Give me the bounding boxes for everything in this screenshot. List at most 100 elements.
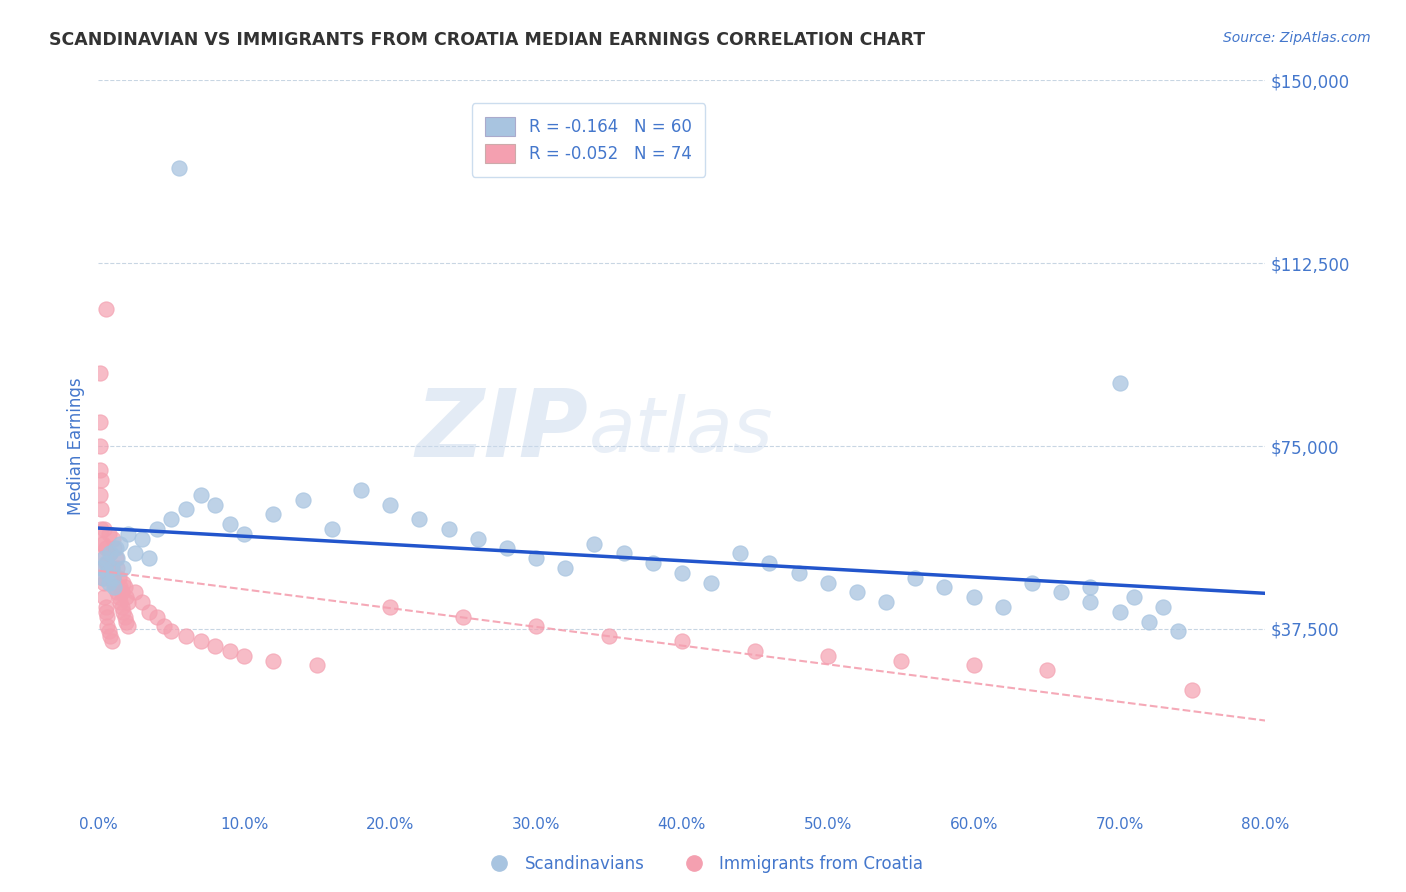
Point (91, 561, 114, 575)
Point (111, 599, 134, 614)
Point (138, 551, 160, 566)
Point (96, 556, 118, 570)
Text: SCANDINAVIAN VS IMMIGRANTS FROM CROATIA MEDIAN EARNINGS CORRELATION CHART: SCANDINAVIAN VS IMMIGRANTS FROM CROATIA … (49, 31, 925, 49)
Point (744, 644, 766, 658)
Point (904, 571, 927, 585)
Point (94, 302, 117, 317)
Point (612, 546, 634, 560)
Point (262, 508, 284, 522)
Legend: R = -0.164   N = 60, R = -0.052   N = 74: R = -0.164 N = 60, R = -0.052 N = 74 (472, 103, 704, 177)
Point (1021, 575, 1043, 590)
Text: ZIP: ZIP (416, 385, 589, 477)
Point (105, 551, 128, 566)
Legend: Scandinavians, Immigrants from Croatia: Scandinavians, Immigrants from Croatia (477, 848, 929, 880)
Point (96, 619, 118, 633)
Point (146, 522, 169, 536)
Point (104, 581, 127, 595)
Point (100, 634, 122, 648)
Point (218, 644, 240, 658)
Point (583, 536, 606, 550)
Y-axis label: Median Earnings: Median Earnings (66, 377, 84, 515)
Point (96, 609, 118, 624)
Point (524, 619, 547, 633)
Point (1080, 581, 1102, 595)
Text: atlas: atlas (589, 394, 773, 468)
Point (117, 595, 139, 609)
Point (115, 590, 138, 604)
Point (160, 624, 183, 639)
Point (190, 488, 212, 502)
Point (100, 561, 122, 575)
Point (131, 595, 153, 609)
Point (262, 654, 284, 668)
Point (94, 599, 117, 614)
Point (1050, 585, 1073, 599)
Point (104, 541, 127, 556)
Point (730, 546, 752, 560)
Point (1137, 615, 1160, 629)
Point (408, 512, 430, 526)
Point (890, 654, 912, 668)
Point (117, 619, 139, 633)
Point (91, 571, 114, 585)
Point (131, 532, 153, 546)
Point (91, 536, 114, 550)
Point (146, 609, 169, 624)
Point (934, 581, 956, 595)
Point (97, 526, 120, 541)
Point (233, 648, 256, 663)
Point (671, 634, 693, 648)
Point (104, 551, 127, 566)
Point (93, 575, 115, 590)
Point (97, 575, 120, 590)
Point (846, 585, 869, 599)
Point (1181, 682, 1204, 697)
Point (1035, 663, 1057, 677)
Text: Source: ZipAtlas.com: Source: ZipAtlas.com (1223, 31, 1371, 45)
Point (167, 161, 190, 175)
Point (90, 536, 112, 550)
Point (124, 546, 146, 560)
Point (524, 551, 547, 566)
Point (962, 658, 984, 673)
Point (817, 648, 839, 663)
Point (110, 595, 132, 609)
Point (991, 599, 1014, 614)
Point (114, 609, 136, 624)
Point (218, 516, 240, 531)
Point (671, 566, 693, 580)
Point (380, 599, 402, 614)
Point (90, 473, 112, 487)
Point (115, 615, 138, 629)
Point (204, 498, 226, 512)
Point (598, 629, 620, 643)
Point (89, 439, 111, 453)
Point (138, 605, 160, 619)
Point (97, 624, 120, 639)
Point (89, 415, 111, 429)
Point (101, 532, 124, 546)
Point (1080, 595, 1102, 609)
Point (1108, 605, 1130, 619)
Point (89, 463, 111, 477)
Point (641, 556, 664, 570)
Point (496, 541, 519, 556)
Point (90, 502, 112, 516)
Point (467, 532, 489, 546)
Point (90, 522, 112, 536)
Point (94, 541, 117, 556)
Point (108, 571, 131, 585)
Point (103, 541, 125, 556)
Point (91, 551, 114, 566)
Point (101, 571, 124, 585)
Point (103, 575, 125, 590)
Point (875, 595, 897, 609)
Point (124, 585, 146, 599)
Point (817, 575, 839, 590)
Point (204, 639, 226, 653)
Point (380, 498, 402, 512)
Point (112, 561, 135, 575)
Point (89, 488, 111, 502)
Point (962, 590, 984, 604)
Point (111, 585, 134, 599)
